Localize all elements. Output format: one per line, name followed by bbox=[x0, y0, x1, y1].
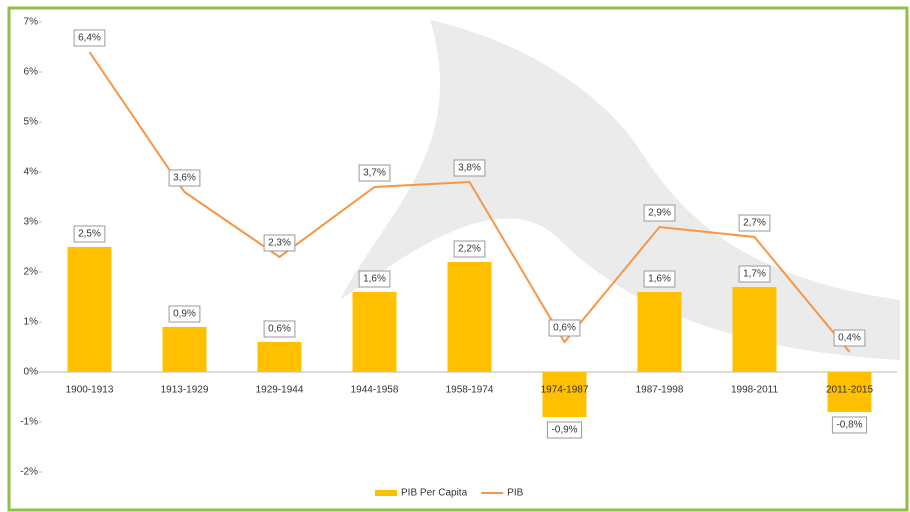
data-label-text: -0,8% bbox=[836, 420, 862, 431]
data-label-text: 2,3% bbox=[268, 238, 291, 249]
data-label-text: 3,8% bbox=[458, 163, 481, 174]
y-tick-label: 1% bbox=[24, 317, 39, 328]
data-label-text: 2,7% bbox=[743, 218, 766, 229]
y-tick-label: -2% bbox=[20, 467, 38, 478]
bar bbox=[733, 287, 777, 372]
x-tick-label: 1944-1958 bbox=[351, 385, 399, 396]
data-label: -0,9% bbox=[547, 422, 581, 438]
legend-label: PIB bbox=[507, 488, 523, 499]
x-tick-label: 1958-1974 bbox=[446, 385, 494, 396]
legend-swatch bbox=[375, 490, 397, 496]
data-label: 2,5% bbox=[74, 226, 105, 242]
data-label-text: 0,6% bbox=[268, 324, 291, 335]
data-label: -0,8% bbox=[832, 417, 866, 433]
data-label-text: 6,4% bbox=[78, 33, 101, 44]
y-tick-label: 0% bbox=[24, 367, 39, 378]
data-label: 0,6% bbox=[549, 320, 580, 336]
data-label-text: 2,5% bbox=[78, 229, 101, 240]
data-label: 2,2% bbox=[454, 241, 485, 257]
data-label-text: 2,9% bbox=[648, 208, 671, 219]
bar bbox=[68, 247, 112, 372]
y-tick-label: 7% bbox=[24, 17, 39, 28]
y-tick-label: 2% bbox=[24, 267, 39, 278]
data-label: 2,7% bbox=[739, 215, 770, 231]
data-label-text: 0,9% bbox=[173, 309, 196, 320]
bar bbox=[258, 342, 302, 372]
data-label-text: 1,7% bbox=[743, 269, 766, 280]
data-label-text: 1,6% bbox=[648, 274, 671, 285]
data-label: 3,7% bbox=[359, 165, 390, 181]
data-label-text: -0,9% bbox=[551, 425, 577, 436]
x-tick-label: 1913-1929 bbox=[161, 385, 209, 396]
y-tick-label: 6% bbox=[24, 67, 39, 78]
data-label: 2,9% bbox=[644, 205, 675, 221]
data-label: 6,4% bbox=[74, 30, 105, 46]
data-label-text: 0,6% bbox=[553, 323, 576, 334]
y-tick-label: 4% bbox=[24, 167, 39, 178]
data-label: 2,3% bbox=[264, 235, 295, 251]
legend-label: PIB Per Capita bbox=[401, 488, 468, 499]
data-label: 3,6% bbox=[169, 170, 200, 186]
y-tick-label: 3% bbox=[24, 217, 39, 228]
x-tick-label: 1987-1998 bbox=[636, 385, 684, 396]
bar bbox=[163, 327, 207, 372]
data-label: 0,6% bbox=[264, 321, 295, 337]
x-tick-label: 1929-1944 bbox=[256, 385, 304, 396]
data-label: 1,6% bbox=[359, 271, 390, 287]
data-label-text: 3,6% bbox=[173, 173, 196, 184]
data-label: 0,4% bbox=[834, 330, 865, 346]
x-tick-label: 1974-1987 bbox=[541, 385, 589, 396]
data-label: 3,8% bbox=[454, 160, 485, 176]
bar bbox=[353, 292, 397, 372]
x-tick-label: 1900-1913 bbox=[66, 385, 114, 396]
data-label: 0,9% bbox=[169, 306, 200, 322]
y-tick-label: 5% bbox=[24, 117, 39, 128]
page: -2% -1% 0% 1% 2% 3% 4% 5% 6% 7% 2,5% 0,9% 0,6% 1,6% 2,… bbox=[0, 0, 910, 512]
x-tick-label: 2011-2015 bbox=[826, 385, 874, 396]
bar bbox=[638, 292, 682, 372]
x-tick-label: 1998-2011 bbox=[731, 385, 779, 396]
y-tick-label: -1% bbox=[20, 417, 38, 428]
data-label-text: 0,4% bbox=[838, 333, 861, 344]
chart: -2% -1% 0% 1% 2% 3% 4% 5% 6% 7% 2,5% 0,9% 0,6% 1,6% 2,… bbox=[0, 0, 910, 512]
data-label-text: 2,2% bbox=[458, 244, 481, 255]
data-label-text: 3,7% bbox=[363, 168, 386, 179]
data-label: 1,6% bbox=[644, 271, 675, 287]
data-label: 1,7% bbox=[739, 266, 770, 282]
data-label-text: 1,6% bbox=[363, 274, 386, 285]
bar bbox=[448, 262, 492, 372]
